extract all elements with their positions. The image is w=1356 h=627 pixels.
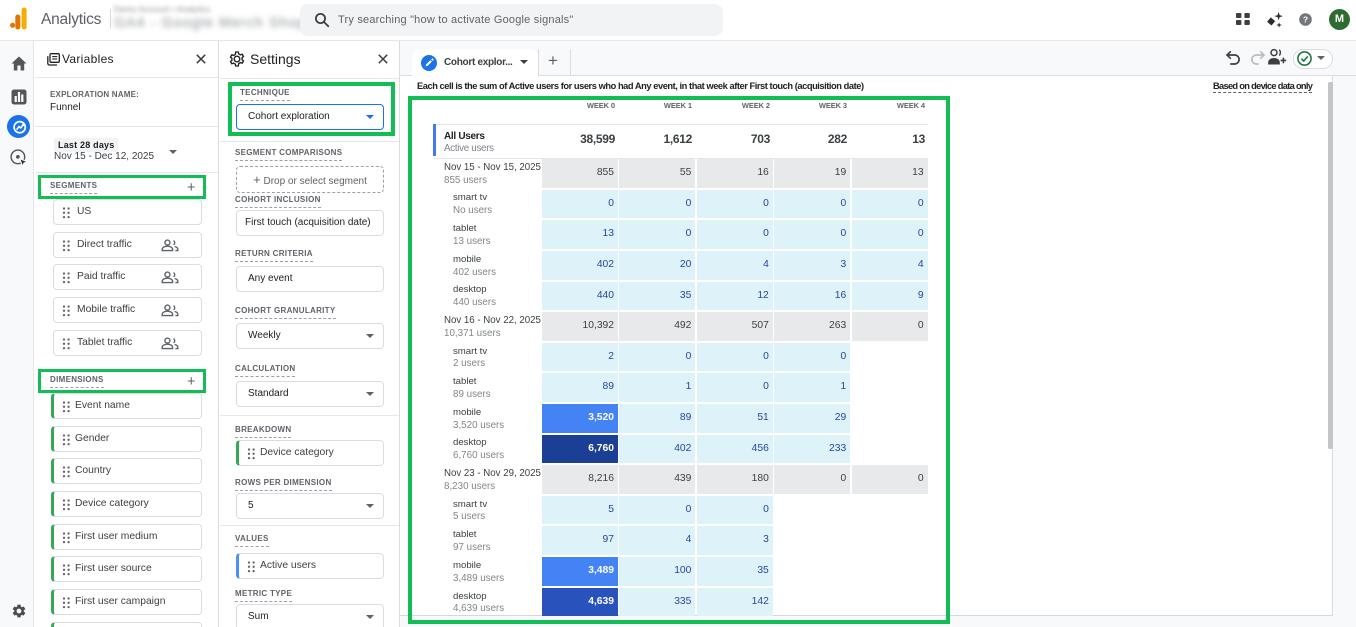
svg-text:?: ? — [1303, 15, 1308, 25]
